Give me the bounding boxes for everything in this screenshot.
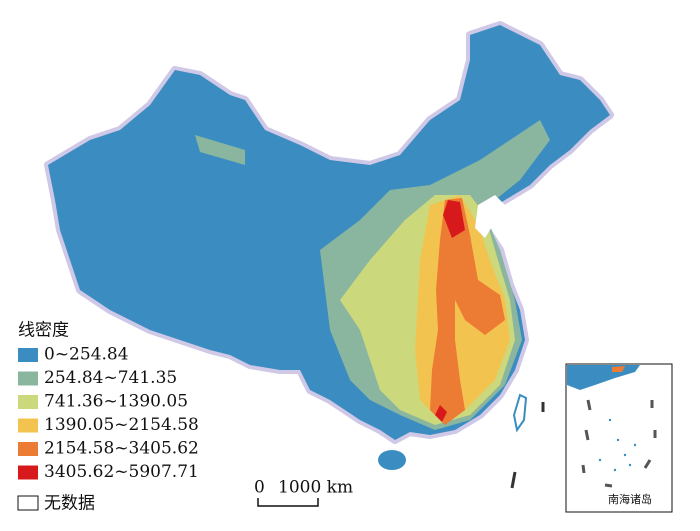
sea	[475, 195, 505, 238]
taiwan	[512, 393, 528, 433]
legend-label: 254.84~741.35	[44, 368, 177, 388]
legend-swatch	[18, 442, 38, 456]
hainan	[378, 450, 406, 470]
inset-label: 南海诸岛	[608, 492, 652, 506]
scale-bar	[257, 498, 319, 507]
legend-swatch	[18, 371, 38, 386]
region-zone	[430, 198, 505, 425]
border-dash	[510, 471, 517, 489]
region-zone	[435, 200, 465, 422]
inset-islands	[598, 418, 637, 472]
legend-title: 线密度	[18, 321, 69, 341]
legend-label: 无数据	[44, 494, 95, 514]
scale-start: 0	[254, 478, 265, 498]
legend: 0~254.84 254.84~741.35 741.36~1390.05 1390.…	[18, 345, 199, 482]
legend-swatch	[18, 465, 38, 480]
legend-label: 2154.58~3405.62	[44, 439, 199, 459]
inset-land	[612, 366, 625, 372]
legend-swatch	[18, 395, 38, 409]
inset-dashes	[581, 399, 657, 488]
legend-label: 741.36~1390.05	[44, 392, 188, 412]
legend-swatch-nodata	[17, 495, 39, 511]
legend-label: 1390.05~2154.58	[44, 415, 199, 435]
legend-label: 3405.62~5907.71	[44, 462, 199, 482]
legend-swatch	[18, 418, 38, 433]
legend-swatch	[18, 348, 38, 362]
legend-label: 0~254.84	[44, 345, 129, 365]
scale-end: 1000 km	[278, 478, 353, 498]
